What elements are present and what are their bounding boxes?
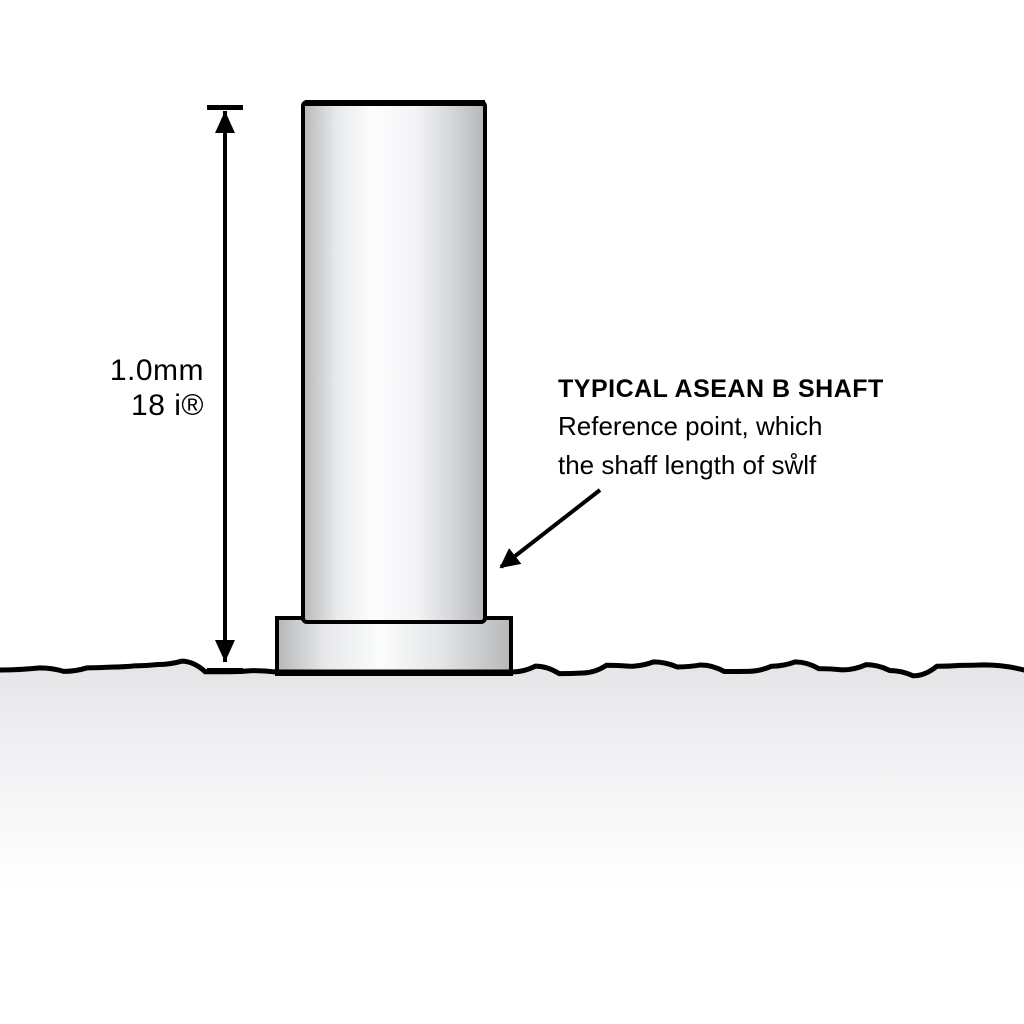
- ground-line: [0, 0, 1024, 1024]
- diagram-canvas: 1.0mm 18 i® Typical ASean B Shaft Refere…: [0, 0, 1024, 1024]
